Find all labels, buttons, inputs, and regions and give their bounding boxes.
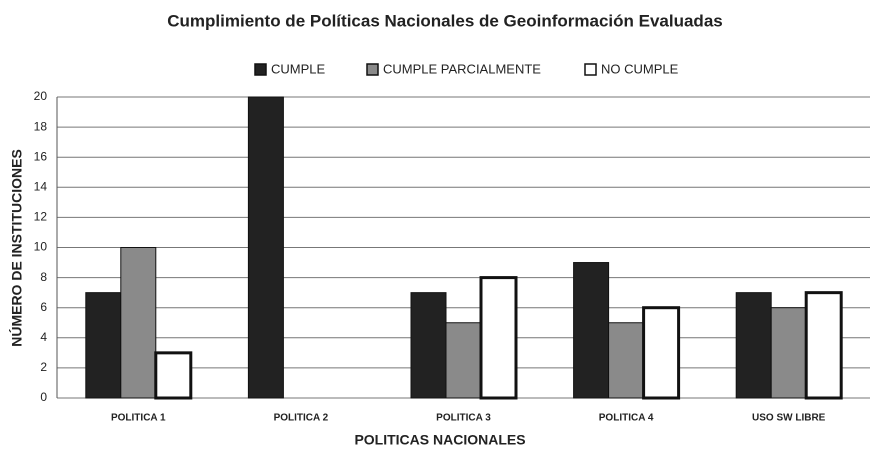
legend-label: CUMPLE <box>271 61 326 76</box>
y-tick-label: 8 <box>40 270 47 284</box>
bar <box>85 292 122 399</box>
legend-swatch <box>254 63 267 76</box>
x-tick-label: POLITICA 3 <box>436 413 491 424</box>
bar <box>445 322 482 399</box>
bar <box>804 291 843 400</box>
bar <box>479 276 518 400</box>
legend-swatch <box>584 63 597 76</box>
x-axis-label: POLITICAS NACIONALES <box>354 432 525 448</box>
y-tick-label: 20 <box>34 89 48 103</box>
bar <box>120 247 157 399</box>
bar <box>642 306 681 400</box>
y-axis-label: NÚMERO DE INSTITUCIONES <box>8 149 25 347</box>
x-tick-label: POLITICA 1 <box>111 413 166 424</box>
y-tick-label: 12 <box>34 210 48 224</box>
bar <box>770 307 807 399</box>
y-tick-label: 18 <box>34 119 48 133</box>
y-tick-label: 16 <box>34 149 48 163</box>
legend-swatch <box>366 63 379 76</box>
y-tick-label: 14 <box>34 179 48 193</box>
bar <box>735 292 772 399</box>
x-tick-label: USO SW LIBRE <box>752 413 826 424</box>
y-tick-label: 10 <box>34 240 48 254</box>
chart-title: Cumplimiento de Políticas Nacionales de … <box>167 11 722 30</box>
legend-label: CUMPLE PARCIALMENTE <box>383 61 541 76</box>
y-tick-label: 6 <box>40 300 47 314</box>
bar <box>573 262 610 399</box>
x-tick-label: POLITICA 2 <box>274 413 329 424</box>
bar <box>247 96 284 399</box>
x-tick-label: POLITICA 4 <box>599 413 654 424</box>
bar <box>608 322 645 399</box>
bar <box>410 292 447 399</box>
bar <box>154 351 193 400</box>
legend-label: NO CUMPLE <box>601 61 679 76</box>
y-tick-label: 0 <box>40 390 47 404</box>
y-tick-label: 2 <box>40 360 47 374</box>
y-tick-label: 4 <box>40 330 47 344</box>
